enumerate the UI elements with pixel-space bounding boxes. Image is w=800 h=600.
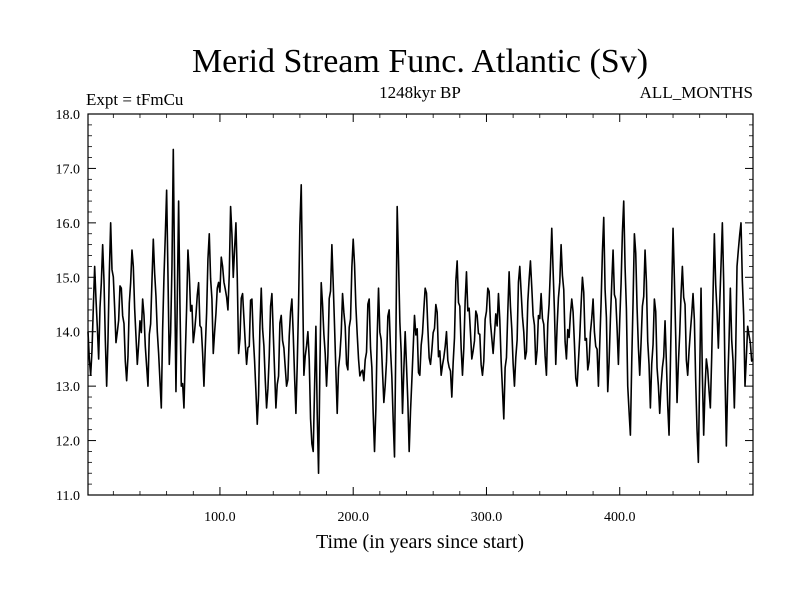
chart-subtitle: 1248kyr BP: [379, 83, 461, 102]
x-tick-label: 400.0: [604, 510, 636, 525]
y-tick-label: 11.0: [56, 489, 80, 504]
months-label: ALL_MONTHS: [640, 83, 753, 102]
plot-frame: [87, 113, 754, 496]
y-tick-label: 13.0: [56, 380, 81, 395]
series-group: [87, 148, 754, 475]
x-axis-label: Time (in years since start): [316, 531, 524, 553]
x-tick-label: 200.0: [337, 510, 369, 525]
y-tick-label: 18.0: [56, 108, 81, 123]
chart-title: Merid Stream Func. Atlantic (Sv): [192, 43, 648, 80]
x-tick-label: 300.0: [471, 510, 503, 525]
y-axis: 11.0 12.0 13.0 14.0 15.0 16.0 17.0 18.0: [56, 108, 753, 504]
y-tick-label: 16.0: [56, 217, 81, 232]
x-axis: 100.0 200.0 300.0 400.0: [112, 114, 727, 525]
y-tick-label: 12.0: [56, 435, 81, 450]
series-line: [87, 148, 754, 475]
y-tick-label: 15.0: [56, 271, 81, 286]
y-tick-label: 17.0: [56, 162, 81, 177]
y-tick-label: 14.0: [56, 326, 81, 341]
experiment-label: Expt = tFmCu: [86, 90, 184, 109]
x-tick-label: 100.0: [204, 510, 236, 525]
